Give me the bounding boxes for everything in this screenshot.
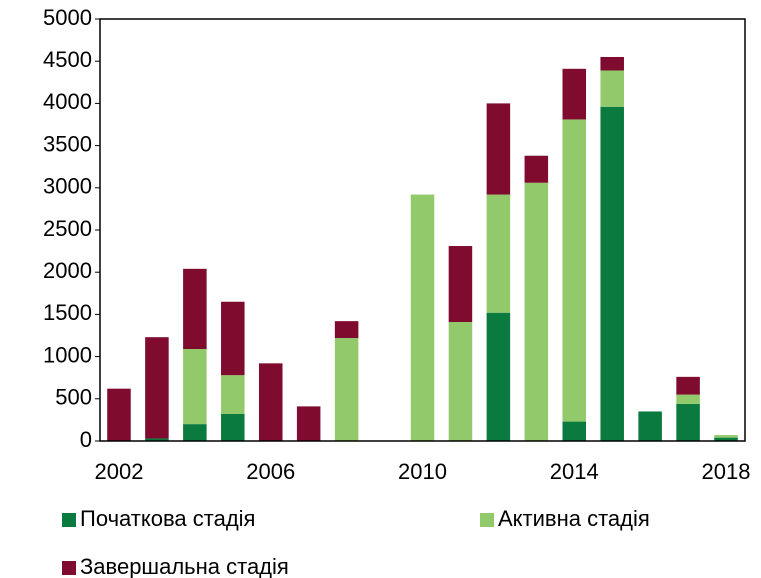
- bar-segment: [714, 437, 738, 441]
- bar-segment: [714, 435, 738, 438]
- y-tick-label: 2500: [43, 216, 92, 241]
- bar-segment: [258, 363, 283, 441]
- bar-segment: [676, 394, 700, 404]
- bar-segment: [334, 338, 359, 441]
- bar-segment: [638, 411, 662, 441]
- legend-label: Завершальна стадія: [80, 554, 289, 578]
- y-tick-label: 4000: [43, 89, 92, 114]
- legend-swatch: [62, 513, 76, 527]
- x-tick-label: 2018: [702, 459, 751, 484]
- bar-segment: [221, 301, 245, 376]
- bar-segment: [562, 421, 587, 441]
- y-tick-label: 1000: [43, 342, 92, 367]
- y-tick-label: 3500: [43, 131, 92, 156]
- bar-segment: [486, 312, 511, 441]
- y-tick-label: 2000: [43, 258, 92, 283]
- bar-segment: [448, 321, 473, 441]
- y-tick-label: 5000: [43, 5, 92, 30]
- bar-segment: [334, 321, 359, 339]
- y-tick-label: 1500: [43, 300, 92, 325]
- bar-segment: [145, 337, 169, 439]
- x-tick-label: 2002: [94, 459, 143, 484]
- bar-segment: [600, 70, 624, 107]
- bar-segment: [600, 56, 624, 71]
- x-tick-label: 2014: [550, 459, 599, 484]
- bar-segment: [600, 106, 624, 441]
- bar-segment: [448, 246, 473, 322]
- bar-segment: [562, 68, 587, 120]
- y-tick-label: 0: [80, 427, 92, 452]
- y-tick-label: 500: [55, 385, 92, 410]
- bar-segment: [107, 388, 131, 441]
- legend-swatch: [62, 561, 76, 575]
- bar-segment: [524, 182, 549, 441]
- bar-segment: [410, 194, 435, 441]
- bar-segment: [524, 155, 549, 183]
- bar-segment: [145, 438, 169, 441]
- y-tick-label: 3000: [43, 174, 92, 199]
- y-tick-label: 4500: [43, 47, 92, 72]
- bar-segment: [183, 349, 207, 425]
- bar-segment: [183, 268, 207, 350]
- bar-segment: [562, 119, 587, 422]
- bar-segment: [221, 413, 245, 441]
- bar-segment: [296, 406, 321, 441]
- bar-segment: [486, 194, 511, 313]
- x-tick-label: 2010: [398, 459, 447, 484]
- plot-frame: [99, 18, 746, 442]
- x-tick-label: 2006: [246, 459, 295, 484]
- bar-segment: [221, 375, 245, 414]
- bar-segment: [676, 376, 700, 395]
- bar-segment: [486, 103, 511, 195]
- legend-label: Початкова стадія: [80, 506, 255, 531]
- legend-label: Активна стадія: [498, 506, 650, 531]
- legend-swatch: [480, 513, 494, 527]
- bar-segment: [183, 424, 207, 441]
- bar-segment: [676, 403, 700, 441]
